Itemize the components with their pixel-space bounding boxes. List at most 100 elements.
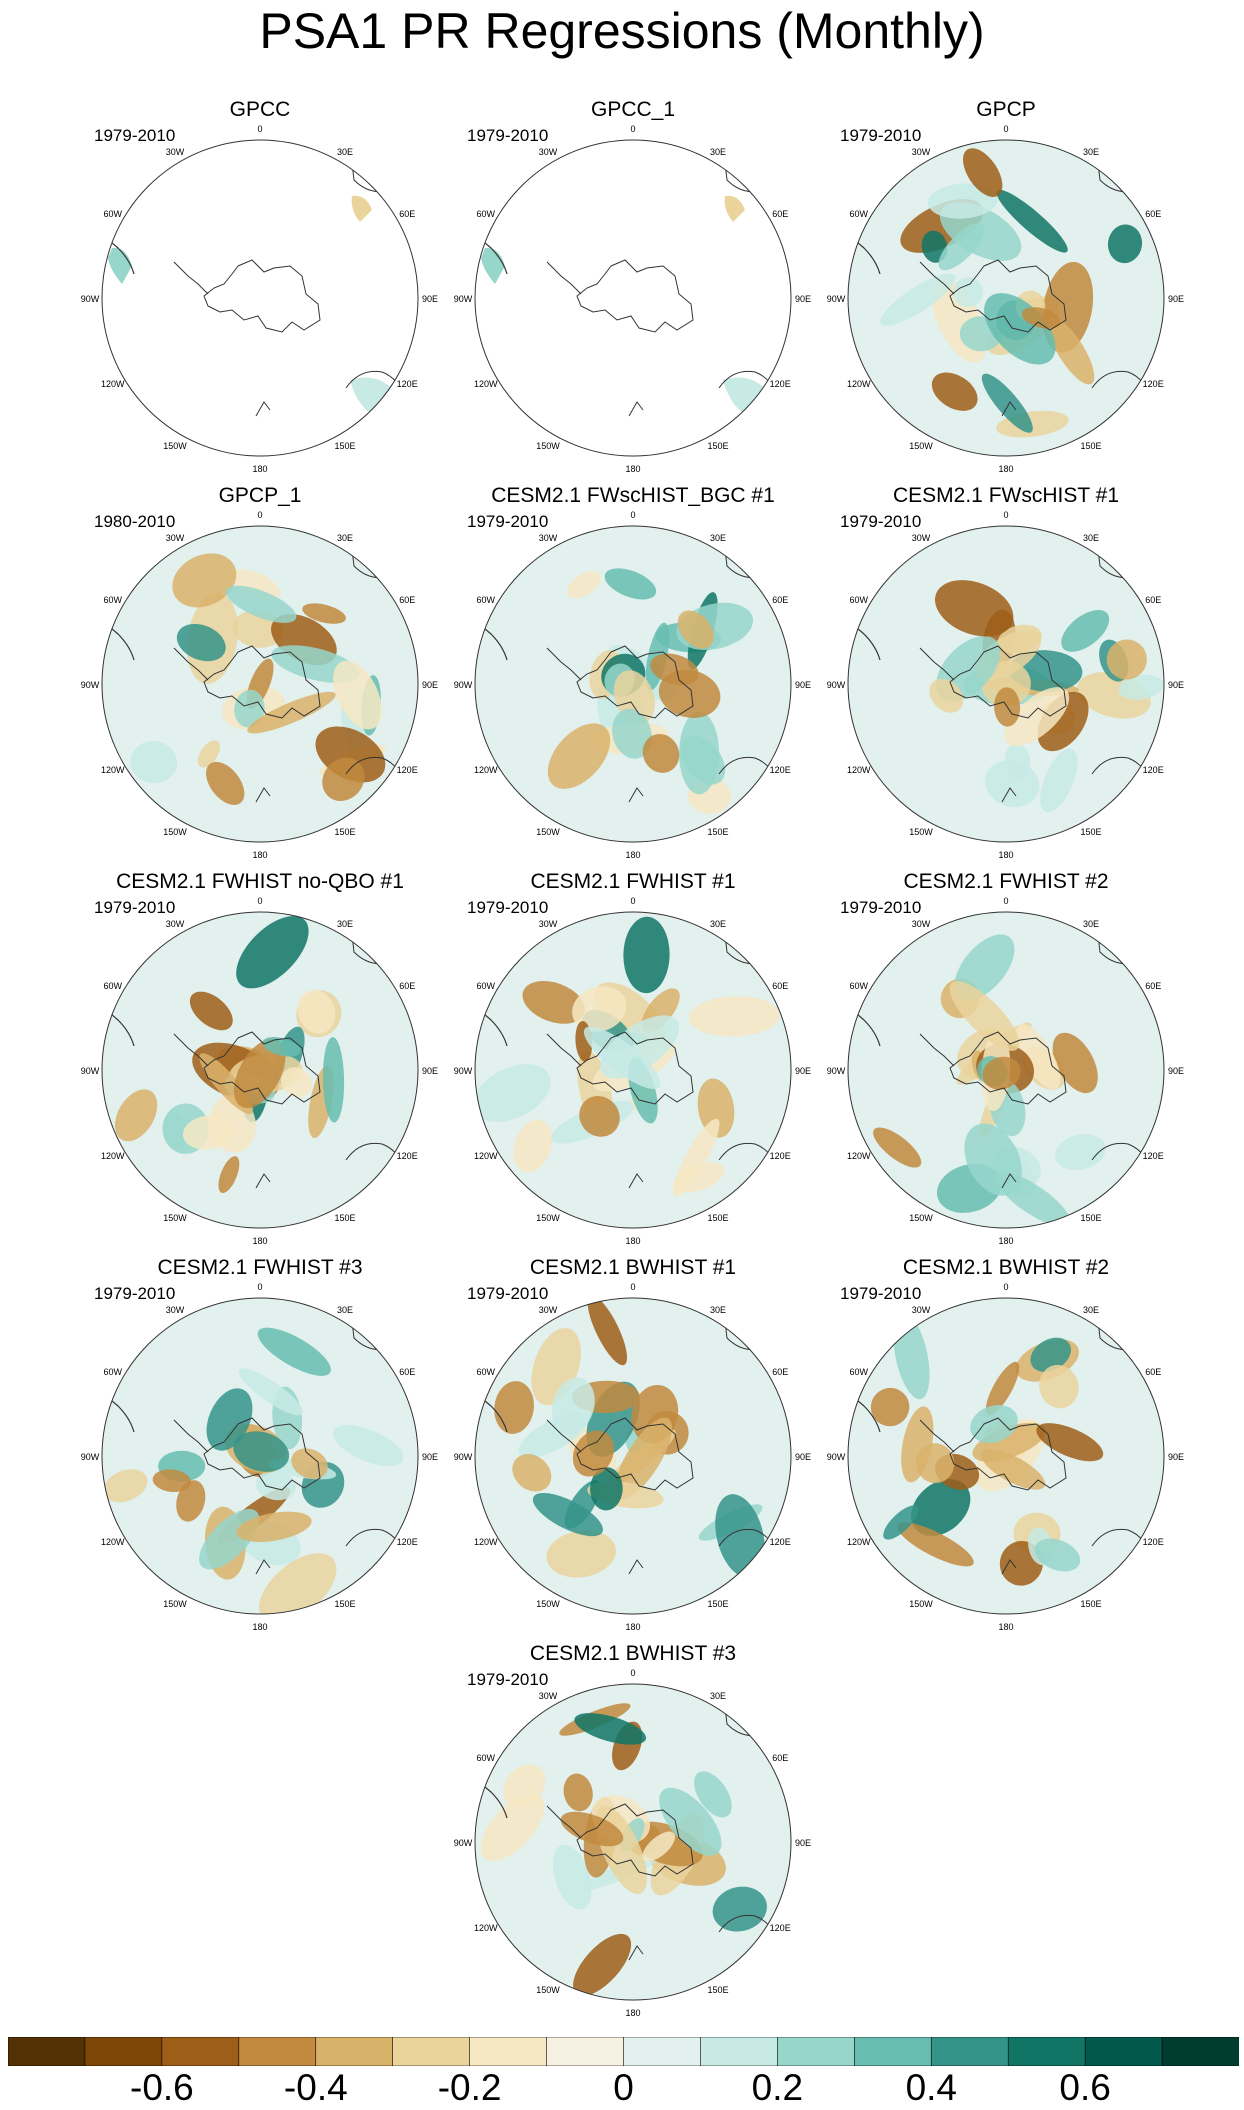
longitude-label: 180: [252, 464, 267, 474]
longitude-label: 30W: [912, 533, 931, 543]
longitude-label: 120W: [101, 765, 125, 775]
colorbar-segment: [315, 2037, 394, 2066]
map-panel: CESM2.1 FWscHIST_BGC #1 1979-2010 0 30E 60E 9…: [433, 484, 833, 864]
longitude-label: 180: [252, 1236, 267, 1246]
longitude-label: 60W: [104, 981, 123, 991]
longitude-label: 120E: [397, 1537, 418, 1547]
panel-period: 1979-2010: [840, 126, 922, 145]
longitude-label: 60E: [772, 209, 788, 219]
longitude-label: 150W: [909, 1213, 933, 1223]
longitude-label: 30E: [710, 1305, 726, 1315]
longitude-label: 30W: [912, 147, 931, 157]
colorbar-segment: [930, 2037, 1009, 2066]
map-panel: CESM2.1 BWHIST #3 1979-2010 0 30E 60E 90E 120E…: [433, 1642, 833, 2022]
colorbar-segment: [161, 2037, 240, 2066]
colorbar-segment: [1084, 2037, 1163, 2066]
colorbar-segment: [84, 2037, 163, 2066]
panel-title: CESM2.1 FWHIST #3: [157, 1256, 363, 1279]
colorbar-segment: [546, 2037, 625, 2066]
longitude-label: 150W: [163, 1599, 187, 1609]
longitude-label: 0: [1003, 124, 1008, 134]
map-panel: GPCP 1979-2010 0 30E 60E 90E 120E 150E 180 150W 12…: [806, 98, 1206, 478]
longitude-label: 60E: [1145, 1367, 1161, 1377]
longitude-label: 180: [625, 1236, 640, 1246]
panel-title: CESM2.1 BWHIST #2: [902, 1256, 1110, 1279]
longitude-label: 30W: [539, 1691, 558, 1701]
longitude-label: 150W: [536, 1985, 560, 1995]
polar-map: 0 30E 60E 90E 120E 150E 180 150W 120W 90W 60W 30W: [827, 1282, 1184, 1632]
longitude-label: 60E: [399, 981, 415, 991]
longitude-label: 60E: [772, 1753, 788, 1763]
panel-period: 1979-2010: [94, 1284, 176, 1303]
longitude-label: 90E: [1168, 680, 1184, 690]
longitude-label: 150E: [334, 441, 355, 451]
longitude-label: 60W: [104, 1367, 123, 1377]
longitude-label: 150W: [536, 441, 560, 451]
longitude-label: 30E: [710, 533, 726, 543]
longitude-label: 120E: [1143, 1537, 1164, 1547]
map-panel: CESM2.1 FWHIST #2 1979-2010 0 30E 60E 90E 120E…: [806, 870, 1206, 1250]
map-panel: GPCC 1979-2010 0 30E 60E 90E 120E 150E 180 150W 12…: [60, 98, 460, 478]
colorbar-segment: [238, 2037, 317, 2066]
longitude-label: 180: [625, 464, 640, 474]
longitude-label: 150W: [909, 441, 933, 451]
longitude-label: 90E: [422, 294, 438, 304]
longitude-label: 180: [998, 1236, 1013, 1246]
longitude-label: 90E: [795, 1066, 811, 1076]
colorbar-label: 0: [613, 2067, 634, 2108]
longitude-label: 150E: [1080, 1599, 1101, 1609]
colorbar-label: 0.2: [751, 2067, 804, 2108]
panel-period: 1979-2010: [467, 1670, 549, 1689]
longitude-label: 120W: [474, 1151, 498, 1161]
longitude-label: 30E: [710, 919, 726, 929]
longitude-label: 90E: [422, 1452, 438, 1462]
colorbar-label: -0.4: [283, 2067, 348, 2108]
longitude-label: 150W: [163, 827, 187, 837]
colorbar-segment: [623, 2037, 702, 2066]
polar-map: 0 30E 60E 90E 120E 150E 180 150W 120W 90W 60W 30W: [454, 124, 811, 474]
longitude-label: 0: [257, 124, 262, 134]
panel-title: CESM2.1 FWscHIST_BGC #1: [491, 484, 775, 507]
longitude-label: 0: [257, 1282, 262, 1292]
longitude-label: 90E: [1168, 1066, 1184, 1076]
longitude-label: 30W: [166, 919, 185, 929]
longitude-label: 30E: [337, 147, 353, 157]
longitude-label: 30W: [539, 1305, 558, 1315]
panel-period: 1979-2010: [840, 1284, 922, 1303]
panel-title: CESM2.1 BWHIST #1: [529, 1256, 737, 1279]
longitude-label: 150W: [536, 827, 560, 837]
longitude-label: 120E: [770, 1151, 791, 1161]
colorbar-label: -0.2: [437, 2067, 502, 2108]
longitude-label: 60W: [850, 595, 869, 605]
longitude-label: 30W: [166, 533, 185, 543]
polar-map: 0 30E 60E 90E 120E 150E 180 150W 120W 90W 60W 30W: [81, 896, 438, 1246]
longitude-label: 30E: [710, 147, 726, 157]
longitude-label: 30W: [912, 1305, 931, 1315]
longitude-label: 90W: [827, 1452, 846, 1462]
longitude-label: 30W: [539, 147, 558, 157]
longitude-label: 30E: [1083, 919, 1099, 929]
longitude-label: 60W: [104, 595, 123, 605]
longitude-label: 150W: [909, 827, 933, 837]
longitude-label: 120W: [474, 1923, 498, 1933]
longitude-label: 120W: [101, 1537, 125, 1547]
longitude-label: 150E: [1080, 827, 1101, 837]
longitude-label: 120E: [397, 379, 418, 389]
longitude-label: 120E: [1143, 765, 1164, 775]
longitude-label: 90W: [827, 1066, 846, 1076]
longitude-label: 90W: [454, 680, 473, 690]
longitude-label: 180: [252, 850, 267, 860]
longitude-label: 90W: [81, 1066, 100, 1076]
longitude-label: 30W: [166, 147, 185, 157]
longitude-label: 90E: [795, 1452, 811, 1462]
map-panel: CESM2.1 FWHIST #3 1979-2010 0 30E 60E 90E 120E…: [60, 1256, 460, 1636]
map-panel: CESM2.1 FWscHIST #1 1979-2010 0 30E 60E 90E 12…: [806, 484, 1206, 864]
panel-title: CESM2.1 FWHIST #2: [903, 870, 1109, 893]
longitude-label: 120E: [1143, 1151, 1164, 1161]
polar-map: 0 30E 60E 90E 120E 150E 180 150W 120W 90W 60W 30W: [454, 510, 811, 860]
longitude-label: 120E: [770, 379, 791, 389]
longitude-label: 180: [252, 1622, 267, 1632]
longitude-label: 180: [998, 464, 1013, 474]
map-panel: CESM2.1 FWHIST #1 1979-2010 0 30E 60E 90E 120E…: [433, 870, 833, 1250]
longitude-label: 90W: [827, 294, 846, 304]
